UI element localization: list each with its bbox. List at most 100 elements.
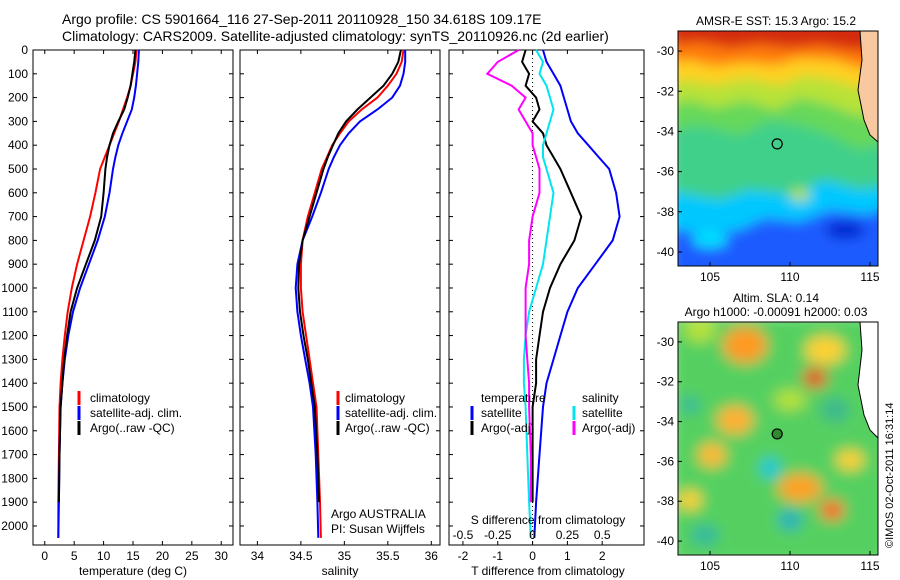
y-tick-label: 900 xyxy=(8,257,28,271)
legend-label-argo: Argo(..raw -QC) xyxy=(90,421,175,435)
series-line-argo-adj- xyxy=(485,49,541,503)
x-tick-label: 34 xyxy=(251,549,265,563)
coastline-land xyxy=(857,322,878,439)
y-tick-label: 500 xyxy=(8,162,28,176)
s-tick-label: 0 xyxy=(529,528,536,542)
y-tick-label: 1100 xyxy=(2,305,28,319)
x-tick-label: 0 xyxy=(529,549,536,563)
sst-map-title: AMSR-E SST: 15.3 Argo: 15.2 xyxy=(696,14,856,28)
sla-map-panel: Altim. SLA: 0.14 Argo h1000: -0.00091 h2… xyxy=(657,291,880,573)
series-line-argo-adj- xyxy=(521,49,583,503)
map-x-tick-label: 110 xyxy=(780,270,799,284)
y-tick-label: 200 xyxy=(8,91,28,105)
map-y-tick-label: -40 xyxy=(657,245,675,259)
x-tick-label: 35.5 xyxy=(376,549,400,563)
sla-map-frame xyxy=(677,321,879,556)
map-y-tick-label: -34 xyxy=(657,124,675,138)
x-tick-label: 15 xyxy=(126,549,140,563)
y-tick-label: 600 xyxy=(8,186,28,200)
sla-map-title-line1: Altim. SLA: 0.14 xyxy=(733,291,819,305)
temperature-xlabel: temperature (deg C) xyxy=(79,564,187,578)
sst-map-frame xyxy=(677,30,879,267)
legend-label-s-argo: Argo(-adj) xyxy=(582,421,635,435)
map-x-tick-label: 105 xyxy=(700,270,720,284)
legend-header-salinity: salinity xyxy=(582,391,619,405)
x-tick-label: 36 xyxy=(425,549,439,563)
x-tick-label: 5 xyxy=(71,549,78,563)
legend-label-s-satellite: satellite xyxy=(582,406,623,420)
s-tick-label: 0.25 xyxy=(556,528,580,542)
t-difference-tick-labels: -2 -1 0 1 2 xyxy=(449,49,644,563)
x-tick-label: 0 xyxy=(41,549,48,563)
difference-legend: temperature satellite Argo(-adj) salinit… xyxy=(470,391,635,435)
argo-float-marker xyxy=(771,138,783,150)
legend-label-t-argo: Argo(-adj) xyxy=(481,421,534,435)
legend-header-temperature: temperature xyxy=(481,391,546,405)
s-tick-label: -0.5 xyxy=(453,528,474,542)
y-tick-label: 1900 xyxy=(1,495,28,509)
float-annotation-line2: PI: Susan Wijffels xyxy=(331,522,425,536)
sst-map-tick-labels: 105 110 115 -30 -32 -34 -36 -38 -40 xyxy=(657,44,880,284)
depth-tick-labels: 0 100 200 300 400 500 600 700 800 900 1000 1100 1200… xyxy=(1,43,28,533)
y-tick-label: 1300 xyxy=(1,352,28,366)
legend-label-t-satellite: satellite xyxy=(481,406,522,420)
map-y-tick-label: -38 xyxy=(657,494,675,508)
temperature-tick-labels: 0 5 10 15 20 25 30 xyxy=(33,49,233,563)
sla-map-tick-labels: 105 110 115 -30 -32 -34 -36 -38 -40 xyxy=(657,335,880,573)
series-line-satellite-adj-clim- xyxy=(294,50,407,538)
salinity-profiles xyxy=(294,49,407,538)
x-tick-label: 10 xyxy=(97,549,111,563)
legend-label-climatology: climatology xyxy=(90,391,150,405)
difference-profiles xyxy=(485,49,621,538)
s-tick-label: 0.5 xyxy=(594,528,611,542)
y-tick-label: 1200 xyxy=(1,329,28,343)
y-tick-label: 2000 xyxy=(1,519,28,533)
argo-float-marker xyxy=(771,428,783,440)
map-x-tick-label: 105 xyxy=(700,559,720,573)
x-tick-label: 2 xyxy=(599,549,606,563)
x-tick-label: 34.5 xyxy=(289,549,313,563)
figure-title-line2: Climatology: CARS2009. Satellite-adjuste… xyxy=(62,28,609,44)
series-line-satellite xyxy=(533,49,621,538)
s-tick-label: -0.25 xyxy=(484,528,512,542)
temperature-panel: 0100200300400500600700800900100011001200… xyxy=(1,43,234,578)
map-y-tick-label: -38 xyxy=(657,205,675,219)
sst-map-panel: AMSR-E SST: 15.3 Argo: 15.2 105 110 115 -30… xyxy=(657,14,880,284)
sla-field xyxy=(678,322,878,555)
y-tick-label: 100 xyxy=(8,67,28,81)
y-tick-label: 1800 xyxy=(1,471,28,485)
map-x-tick-label: 115 xyxy=(860,559,879,573)
x-tick-label: 35 xyxy=(338,549,352,563)
y-tick-label: 1000 xyxy=(1,281,28,295)
salinity-legend: climatology satellite-adj. clim. Argo(..… xyxy=(336,391,437,435)
y-tick-label: 700 xyxy=(8,210,28,224)
map-y-tick-label: -40 xyxy=(657,534,675,548)
x-tick-label: 20 xyxy=(156,549,170,563)
y-tick-label: 800 xyxy=(8,233,28,247)
y-tick-label: 1600 xyxy=(1,424,28,438)
x-tick-label: 30 xyxy=(215,549,229,563)
y-tick-label: 400 xyxy=(8,138,28,152)
map-y-tick-label: -32 xyxy=(657,375,675,389)
y-tick-label: 0 xyxy=(21,43,28,57)
temperature-axes-frame xyxy=(32,49,234,546)
series-line-satellite xyxy=(522,49,555,538)
imos-watermark: ©IMOS 02-Oct-2011 16:31:14 xyxy=(884,403,896,548)
coastline-land xyxy=(857,31,878,143)
series-line-argo-raw-qc- xyxy=(297,49,402,503)
map-y-tick-label: -34 xyxy=(657,415,675,429)
map-y-tick-label: -30 xyxy=(657,335,675,349)
y-tick-label: 300 xyxy=(8,114,28,128)
series-line-argo-raw-qc- xyxy=(57,49,137,503)
float-annotation-line1: Argo AUSTRALIA xyxy=(331,507,426,521)
x-tick-label: 1 xyxy=(564,549,571,563)
legend-label-climatology: climatology xyxy=(345,391,405,405)
map-y-tick-label: -30 xyxy=(657,44,675,58)
y-tick-label: 1700 xyxy=(1,448,28,462)
difference-panel: -2 -1 0 1 2 T difference from climatology S … xyxy=(448,49,645,578)
y-tick-label: 1500 xyxy=(1,400,28,414)
map-y-tick-label: -32 xyxy=(657,84,675,98)
legend-label-argo: Argo(..raw -QC) xyxy=(345,421,430,435)
salinity-panel: 34 34.5 35 35.5 36 salinity climatology sate… xyxy=(239,49,441,578)
